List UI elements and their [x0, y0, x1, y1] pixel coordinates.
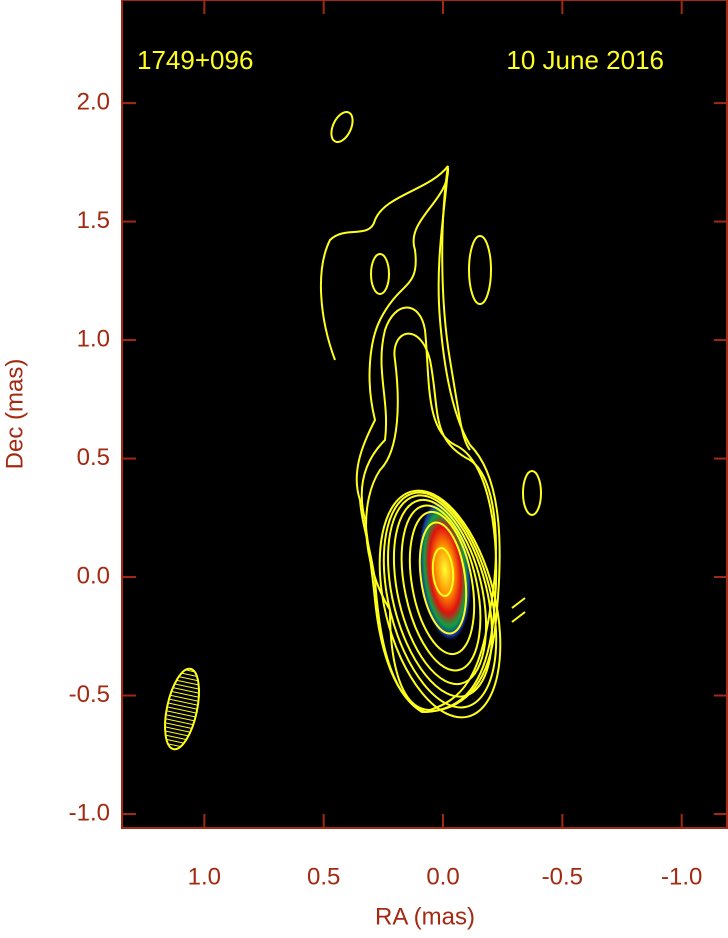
contours	[164, 111, 542, 751]
y-tick-label: 0.0	[77, 562, 110, 589]
plot-area	[122, 0, 728, 828]
epoch-date: 10 June 2016	[506, 45, 664, 75]
y-tick-label: 1.5	[77, 207, 110, 234]
x-tick-label: 0.5	[307, 863, 340, 890]
source-name: 1749+096	[137, 45, 253, 75]
x-axis-label: RA (mas)	[375, 903, 475, 930]
y-tick-label: 0.5	[77, 444, 110, 471]
y-tick-label: -0.5	[69, 681, 110, 708]
y-axis-label: Dec (mas)	[1, 359, 28, 470]
frame	[121, 0, 728, 829]
x-tick-label: 0.0	[426, 863, 459, 890]
x-tick-label: -0.5	[542, 863, 583, 890]
y-tick-label: -1.0	[69, 799, 110, 826]
x-tick-label: 1.0	[188, 863, 221, 890]
y-tick-label: 1.0	[77, 325, 110, 352]
x-tick-label: -1.0	[661, 863, 702, 890]
y-tick-label: 2.0	[77, 88, 110, 115]
